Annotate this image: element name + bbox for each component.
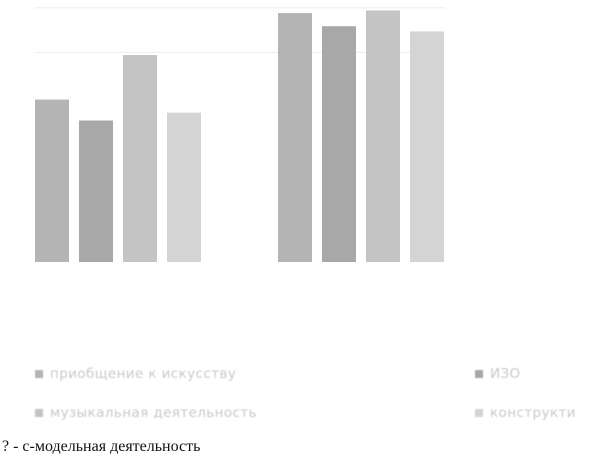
legend-label: приобщение к искусству <box>50 366 237 382</box>
legend-item-3: конструкти <box>475 405 576 421</box>
legend-item-0: приобщение к искусству <box>35 366 236 382</box>
bar-group2-series4 <box>410 31 444 262</box>
caption-text: ? - с-модельная деятельность <box>2 438 201 455</box>
legend-label: музыкальная деятельность <box>50 405 257 421</box>
bar-chart <box>35 7 445 263</box>
bar-group2-series3 <box>366 10 400 263</box>
bar-group2-series2 <box>322 26 356 263</box>
legend-item-1: ИЗО <box>475 366 521 382</box>
legend-swatch-icon <box>475 370 483 378</box>
legend-swatch-icon <box>475 409 483 417</box>
legend-label: ИЗО <box>490 366 521 382</box>
legend-item-2: музыкальная деятельность <box>35 405 257 421</box>
bar-group2-series1 <box>278 13 312 262</box>
bars <box>35 10 444 263</box>
bar-group1-series1 <box>35 99 69 262</box>
bar-group1-series3 <box>123 55 157 262</box>
legend-swatch-icon <box>35 370 43 378</box>
legend-swatch-icon <box>35 409 43 417</box>
bar-group1-series2 <box>79 120 113 263</box>
legend-label: конструкти <box>490 405 576 421</box>
bar-group1-series4 <box>167 112 201 262</box>
